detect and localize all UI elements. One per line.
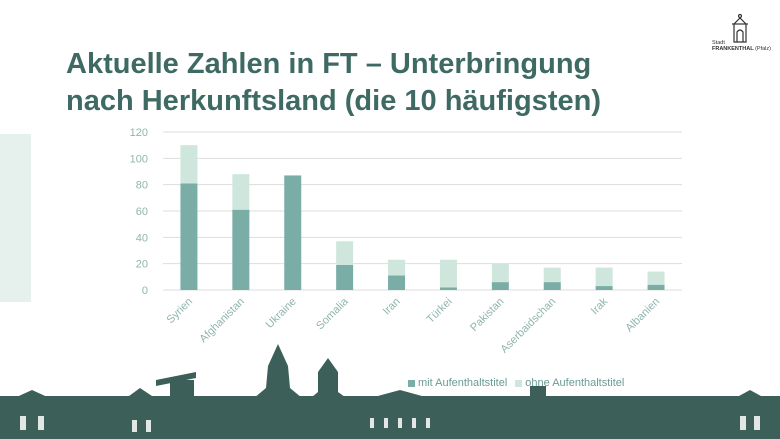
bar-ukraine-series-0 (284, 175, 302, 290)
x-tick-label-6: Pakistan (468, 296, 506, 334)
x-tick-label-2: Ukraine (264, 296, 299, 331)
y-tick-label-20: 20 (136, 259, 148, 271)
x-tick-label-5: Türkei (424, 296, 454, 326)
bar-afghanistan-series-0 (232, 209, 250, 290)
logo-line-3: (Pfalz) (755, 46, 771, 52)
legend-swatch-with-title (408, 379, 415, 387)
bar-iran-series-1 (388, 259, 406, 276)
city-skyline-illustration (0, 344, 780, 439)
legend-item-without-title: ohne Aufenthaltstitel (515, 377, 624, 389)
bar-türkei-series-1 (439, 259, 457, 288)
chart-legend: mit Aufenthaltstitel ohne Aufenthaltstit… (408, 376, 624, 390)
title-line-1: Aktuelle Zahlen in FT – Unterbringung (66, 48, 592, 80)
y-tick-label-40: 40 (136, 232, 148, 244)
bar-somalia-series-1 (336, 241, 354, 265)
bar-pakistan-series-0 (491, 282, 509, 290)
x-tick-label-1: Afghanistan (197, 296, 247, 346)
y-tick-label-120: 120 (130, 127, 148, 139)
x-tick-label-9: Albanien (623, 296, 662, 335)
bar-albanien-series-0 (647, 284, 665, 290)
bar-aserbaidschan-series-0 (543, 282, 561, 290)
y-tick-label-60: 60 (136, 206, 148, 218)
bar-albanien-series-1 (647, 271, 665, 285)
bar-irak-series-0 (595, 286, 613, 290)
legend-label-without-title: ohne Aufenthaltstitel (525, 377, 625, 389)
side-accent-bar (0, 134, 31, 302)
y-tick-label-100: 100 (130, 153, 148, 165)
city-logo (732, 13, 748, 43)
legend-label-with-title: mit Aufenthaltstitel (418, 377, 508, 389)
y-tick-label-80: 80 (136, 180, 148, 192)
bar-türkei-series-0 (439, 287, 457, 290)
logo-text: Stadt FRANKENTHAL (Pfalz) (712, 40, 778, 52)
legend-swatch-without-title (515, 379, 523, 387)
slide-title: Aktuelle Zahlen in FT – Unterbringung na… (66, 46, 706, 120)
x-tick-label-0: Syrien (165, 296, 196, 327)
bar-iran-series-0 (388, 275, 406, 290)
x-tick-label-8: Irak (589, 295, 611, 317)
y-tick-label-0: 0 (142, 285, 148, 297)
title-line-2: nach Herkunftsland (die 10 häufigsten) (66, 85, 601, 117)
legend-item-with-title: mit Aufenthaltstitel (408, 377, 507, 389)
bar-somalia-series-0 (336, 264, 354, 290)
x-tick-label-4: Iran (381, 296, 403, 318)
bar-irak-series-1 (595, 267, 613, 287)
logo-line-1: Stadt (712, 40, 725, 46)
bar-syrien-series-1 (180, 145, 198, 184)
bar-afghanistan-series-1 (232, 174, 250, 210)
bar-syrien-series-0 (180, 183, 198, 290)
x-tick-label-3: Somalia (314, 295, 351, 332)
bar-pakistan-series-1 (491, 263, 509, 283)
logo-line-2: FRANKENTHAL (712, 46, 754, 52)
bar-aserbaidschan-series-1 (543, 267, 561, 283)
